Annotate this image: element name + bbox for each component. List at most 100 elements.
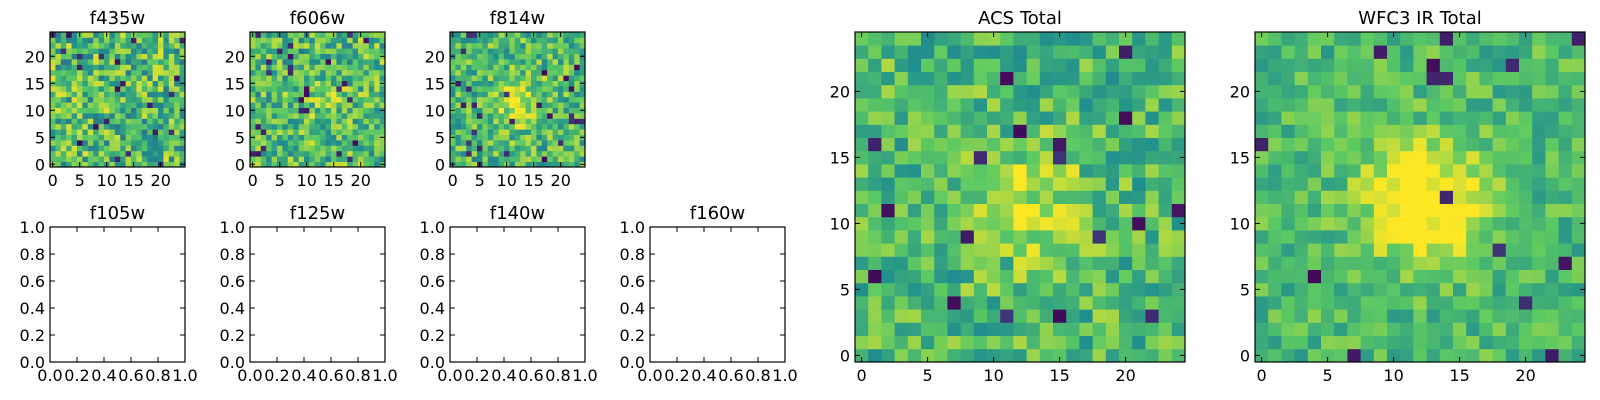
heatmap-cell (1066, 58, 1080, 72)
heatmap-cell (87, 161, 94, 168)
heatmap-cell (1132, 203, 1146, 218)
heatmap-cell (1347, 84, 1361, 99)
heatmap-cell (114, 145, 121, 152)
heatmap-cell (55, 113, 62, 119)
heatmap-cell (947, 32, 961, 46)
heatmap-cell (314, 107, 321, 114)
heatmap-cell (471, 69, 478, 76)
heatmap-cell (855, 71, 869, 86)
heatmap-cell (1000, 124, 1014, 138)
heatmap-cell (1013, 71, 1027, 86)
heatmap-cell (260, 91, 267, 98)
heatmap-cell (1439, 282, 1454, 297)
heatmap-cell (309, 53, 316, 60)
heatmap-cell (77, 150, 83, 157)
heatmap-cell (1294, 282, 1309, 297)
heatmap-cell (520, 113, 526, 119)
heatmap-cell (104, 134, 110, 141)
y-tick-label: 0.8 (620, 245, 645, 264)
heatmap-cell (120, 53, 126, 60)
heatmap-cell (1132, 322, 1146, 336)
heatmap-cell (293, 69, 299, 76)
heatmap-cell (541, 48, 548, 54)
heatmap-cell (1158, 164, 1173, 178)
heatmap-cell (1294, 190, 1309, 204)
heatmap-cell (1387, 335, 1401, 350)
heatmap-cell (174, 150, 180, 157)
heatmap-cell (921, 269, 935, 284)
heatmap-cell (255, 37, 262, 44)
x-tick-label: 1.0 (772, 366, 797, 385)
heatmap-cell (466, 123, 472, 130)
heatmap-cell (1092, 296, 1107, 310)
heatmap-cell (320, 129, 326, 135)
heatmap-cell (525, 134, 532, 141)
heatmap-cell (352, 118, 359, 125)
heatmap-cell (1545, 296, 1559, 310)
heatmap-cell (934, 58, 948, 72)
heatmap-cell (1132, 256, 1146, 270)
x-tick-label: 0 (448, 171, 458, 190)
y-tick-label: 0.4 (20, 299, 45, 318)
heatmap-cell (493, 156, 499, 162)
heatmap-cell (141, 118, 148, 125)
heatmap-cell (368, 140, 375, 146)
heatmap-cell (525, 64, 532, 71)
heatmap-cell (1360, 322, 1375, 336)
heatmap-cell (320, 102, 326, 108)
y-tick-label: 1.0 (220, 218, 245, 237)
heatmap-cell (894, 243, 909, 257)
heatmap-cell (1294, 269, 1309, 284)
heatmap-cell (358, 107, 364, 114)
heatmap-cell (477, 129, 483, 135)
heatmap-cell (363, 150, 370, 157)
heatmap-cell (1347, 150, 1361, 165)
heatmap-cell (907, 296, 922, 310)
heatmap-cell (136, 86, 143, 92)
heatmap-cell (531, 64, 537, 71)
heatmap-cell (131, 69, 137, 76)
heatmap-cell (374, 140, 380, 146)
heatmap-cell (1400, 282, 1414, 297)
heatmap-cell (1347, 256, 1361, 270)
heatmap-cell (125, 59, 132, 65)
heatmap-cell (320, 161, 326, 168)
heatmap-cell (147, 86, 153, 92)
heatmap-cell (1307, 164, 1322, 178)
heatmap-cell (493, 75, 499, 81)
heatmap-cell (1026, 348, 1041, 363)
heatmap-cell (347, 86, 353, 92)
heatmap-cell (482, 91, 489, 98)
heatmap-cell (482, 75, 489, 81)
heatmap-cell (82, 113, 89, 119)
heatmap-cell (1334, 111, 1348, 125)
panel-f105w: f105w 0.0 0.2 0.4 0.6 0.8 1.00.00.20.40.60.81… (20, 203, 198, 385)
heatmap-cell (314, 161, 321, 168)
heatmap-cell (1426, 45, 1441, 59)
heatmap-cell (1545, 269, 1559, 284)
heatmap-cell (1092, 243, 1107, 257)
heatmap-cell (260, 32, 267, 38)
heatmap-cell (868, 45, 882, 59)
heatmap-cell (93, 96, 99, 103)
heatmap-cell (881, 190, 895, 204)
heatmap-cell (455, 64, 462, 71)
heatmap-cell (1545, 84, 1559, 99)
heatmap-cell (894, 164, 909, 178)
heatmap-cell (1505, 45, 1520, 59)
heatmap-cells (1255, 32, 1586, 363)
heatmap-cell (1413, 269, 1427, 284)
heatmap-cell (250, 86, 256, 92)
heatmap-cell (1079, 111, 1093, 125)
heatmap-cell (98, 123, 105, 130)
heatmap-cell (141, 59, 148, 65)
heatmap-cell (1255, 98, 1269, 112)
heatmap-cell (77, 156, 83, 162)
heatmap-cell (336, 32, 343, 38)
heatmap-cell (1545, 190, 1559, 204)
heatmap-cell (482, 32, 489, 38)
heatmap-cell (1492, 124, 1507, 138)
heatmap-cell (1171, 243, 1186, 257)
heatmap-cell (881, 309, 895, 323)
heatmap-cell (987, 335, 1001, 350)
